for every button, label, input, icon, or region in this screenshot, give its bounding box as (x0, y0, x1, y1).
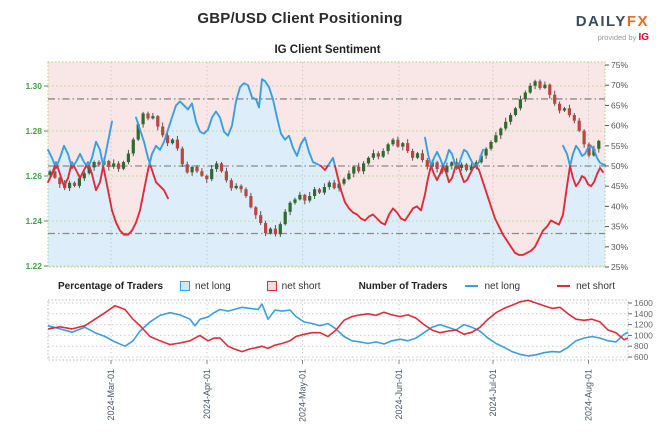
date-axis: 2024-Mar-01 2024-Apr-01 2024-May-01 2024-Ju… (106, 360, 594, 422)
svg-text:25%: 25% (611, 262, 628, 272)
svg-text:2024-May-01: 2024-May-01 (298, 369, 308, 422)
dailyfx-wordmark: DAILYFX (575, 13, 649, 31)
svg-text:2024-Aug-01: 2024-Aug-01 (584, 369, 594, 421)
page-title: GBP/USD Client Positioning (197, 10, 403, 27)
svg-text:1.28: 1.28 (25, 126, 42, 136)
svg-text:1.26: 1.26 (25, 171, 42, 181)
svg-text:30%: 30% (611, 242, 628, 252)
trader-count-lines (47, 299, 629, 357)
ig-logo-text: IG (638, 31, 649, 43)
svg-text:1600: 1600 (634, 298, 653, 308)
sentiment-fills (48, 62, 605, 267)
net-short-swatch-icon (266, 281, 277, 291)
svg-text:800: 800 (634, 341, 648, 351)
chart-title: IG Client Sentiment (274, 44, 381, 56)
logo-provided-by: provided by IG (576, 32, 649, 43)
lower-grid (47, 299, 629, 361)
legend-num-net-long: net long (465, 281, 520, 292)
legend-label: net short (576, 280, 615, 292)
svg-text:1000: 1000 (634, 330, 653, 340)
chart-legend: Percentage of Traders net long net short… (58, 279, 615, 293)
legend-pct-net-long: net long (180, 281, 231, 292)
legend-label: net short (281, 280, 321, 292)
svg-text:55%: 55% (611, 141, 628, 151)
svg-text:1.30: 1.30 (25, 81, 42, 91)
legend-pct-header: Percentage of Traders (58, 280, 164, 292)
legend-label: net long (484, 280, 521, 292)
svg-text:1.24: 1.24 (25, 216, 42, 226)
net-short-line-icon (557, 285, 571, 287)
upper-grid (47, 61, 606, 268)
upper-axes: 1.30 1.28 1.26 1.24 1.22 75% 70% 65% 60% 55% 50% 45… (25, 60, 628, 272)
svg-text:50%: 50% (611, 161, 628, 171)
svg-text:2024-Apr-01: 2024-Apr-01 (202, 369, 212, 419)
dailyfx-logo: DAILYFX provided by IG (575, 13, 649, 43)
svg-text:1.22: 1.22 (25, 261, 42, 271)
provided-by-text: provided by (597, 32, 637, 42)
svg-text:600: 600 (634, 352, 648, 362)
svg-text:65%: 65% (611, 100, 628, 110)
net-long-swatch-icon (180, 281, 191, 291)
svg-text:45%: 45% (611, 181, 628, 191)
svg-text:1200: 1200 (634, 320, 653, 330)
legend-pct-net-short: net short (266, 280, 321, 292)
sentiment-lines (47, 78, 606, 256)
legend-num-net-short: net short (557, 281, 615, 292)
legend-num-header: Number of Traders (358, 280, 448, 292)
svg-text:2024-Jul-01: 2024-Jul-01 (488, 369, 498, 417)
logo-fx-text: FX (626, 13, 649, 30)
svg-text:2024-Mar-01: 2024-Mar-01 (106, 369, 116, 421)
logo-daily-text: DAILY (575, 13, 627, 30)
svg-text:35%: 35% (611, 222, 628, 232)
legend-label: net long (195, 280, 231, 292)
svg-text:1400: 1400 (634, 309, 653, 319)
svg-text:60%: 60% (611, 121, 628, 131)
svg-text:40%: 40% (611, 201, 628, 211)
svg-text:75%: 75% (611, 60, 628, 70)
net-long-line-icon (465, 285, 479, 287)
svg-text:70%: 70% (611, 80, 628, 90)
svg-text:2024-Jun-01: 2024-Jun-01 (394, 369, 404, 420)
